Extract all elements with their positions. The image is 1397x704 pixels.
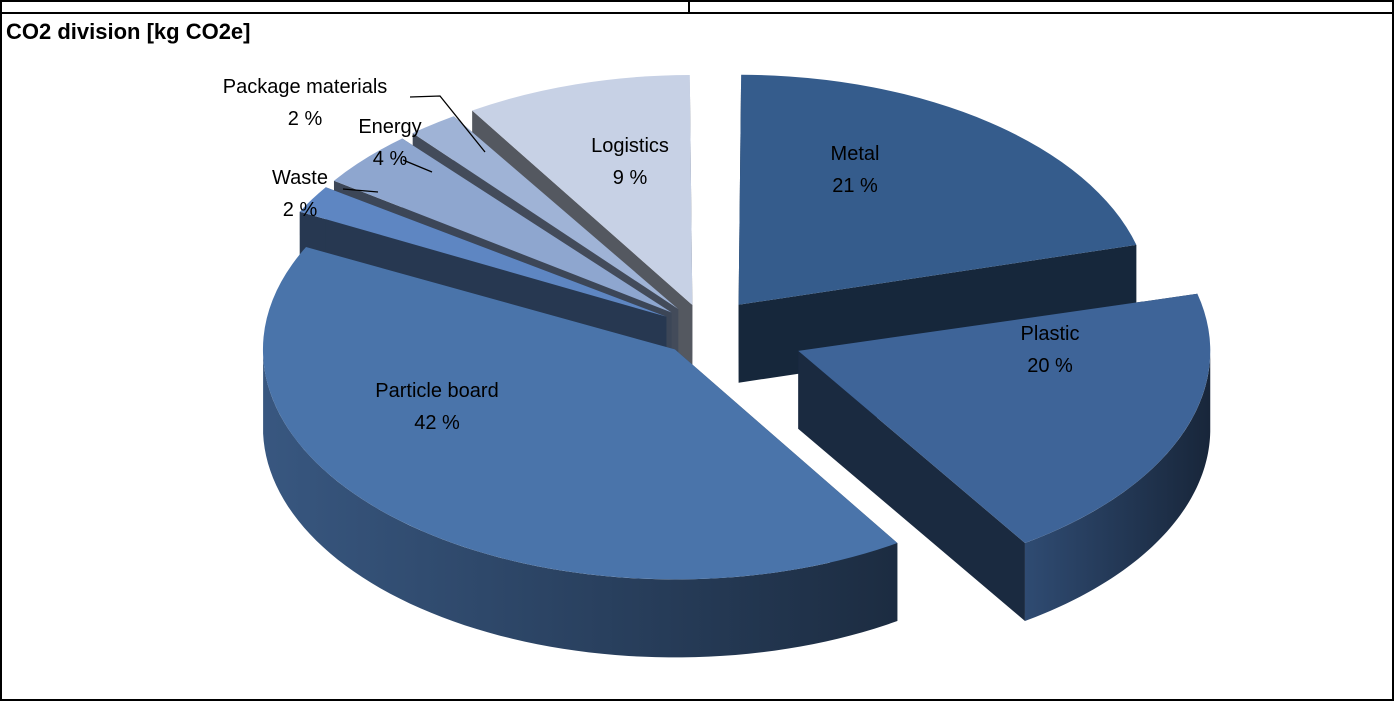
- slice-top-face: [738, 74, 1137, 305]
- leader-line-energy: [402, 159, 433, 173]
- label-particle-board: Particle board: [375, 380, 498, 402]
- slice-top-face: [262, 247, 898, 580]
- label-waste: Waste: [272, 167, 328, 189]
- label-plastic: Plastic: [1021, 323, 1080, 345]
- leader-line-waste: [342, 188, 379, 193]
- slice-top-face: [412, 116, 679, 310]
- slice-side-face: [798, 350, 1025, 621]
- slice-wall: [1024, 353, 1211, 621]
- chart-title: CO2 division [kg CO2e]: [6, 19, 251, 44]
- pie-slice-plastic: [798, 293, 1211, 621]
- label-energy: Energy: [358, 116, 421, 138]
- leader-line-package-materials: [409, 95, 486, 153]
- slice-top-face: [798, 293, 1211, 543]
- label-metal: Metal: [831, 143, 880, 165]
- slice-top-face: [299, 187, 667, 317]
- label-package-materials: Package materials: [223, 76, 388, 98]
- label-logistics: Logistics: [591, 135, 669, 157]
- slice-top-face: [472, 74, 693, 305]
- value-metal: 21 %: [832, 175, 878, 197]
- value-plastic: 20 %: [1027, 355, 1073, 377]
- value-energy: 4 %: [373, 148, 408, 170]
- top-cell-strip: [0, 0, 1394, 14]
- value-waste: 2 %: [283, 199, 318, 221]
- slice-wall: [263, 355, 898, 658]
- value-package-materials: 2 %: [288, 108, 323, 130]
- top-cell-divider: [688, 0, 690, 14]
- slice-top-face: [333, 138, 672, 313]
- value-particle-board: 42 %: [414, 412, 460, 434]
- value-logistics: 9 %: [613, 167, 648, 189]
- pie-slice-particle-board: [262, 247, 898, 658]
